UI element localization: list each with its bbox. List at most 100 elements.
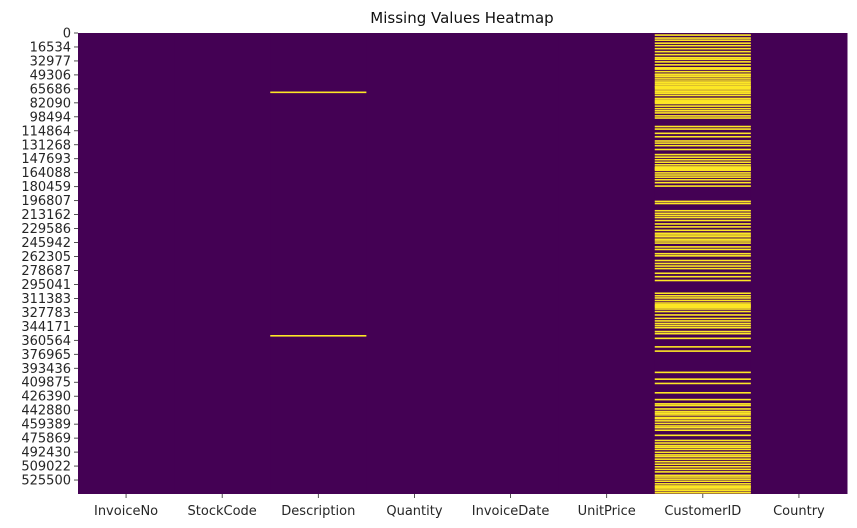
y-tick-label: 327783: [21, 306, 71, 321]
missing-value-mark: [654, 458, 751, 460]
missing-value-mark: [654, 255, 751, 257]
x-tick-label: InvoiceDate: [472, 504, 550, 519]
missing-value-mark: [654, 158, 751, 161]
y-tick-label: 295041: [21, 278, 71, 293]
missing-value-mark: [654, 64, 751, 66]
missing-value-mark: [654, 466, 751, 468]
y-tick-label: 376965: [21, 348, 71, 363]
missing-value-mark: [654, 90, 751, 93]
missing-value-mark: [654, 42, 751, 44]
missing-value-mark: [654, 128, 751, 130]
missing-value-mark: [654, 242, 751, 244]
y-tick-label: 213162: [21, 208, 71, 223]
heatmap-column-unitprice: [558, 33, 656, 494]
missing-value-mark: [654, 56, 751, 59]
y-tick-label: 311383: [21, 292, 71, 307]
y-tick-label: 147693: [21, 152, 71, 167]
missing-value-mark: [654, 142, 751, 144]
missing-value-mark: [654, 246, 751, 248]
missing-value-mark: [654, 463, 751, 466]
y-tick-label: 229586: [21, 222, 71, 237]
missing-value-mark: [654, 232, 751, 235]
missing-value-mark: [654, 297, 751, 299]
missing-value-mark: [654, 172, 751, 174]
x-tick-label: CustomerID: [664, 504, 741, 519]
missing-value-mark: [654, 92, 751, 95]
x-tick-label: Description: [281, 504, 355, 519]
y-tick-label: 32977: [30, 54, 71, 69]
missing-value-mark: [654, 434, 751, 437]
heatmap-column-country: [750, 33, 848, 494]
missing-value-mark: [654, 478, 751, 480]
missing-value-mark: [654, 85, 751, 87]
heatmap-column-invoiceno: [78, 33, 175, 494]
missing-value-mark: [654, 408, 751, 410]
missing-value-mark: [654, 39, 751, 41]
missing-value-mark: [654, 295, 751, 297]
missing-value-mark: [654, 488, 751, 490]
missing-value-mark: [654, 259, 751, 262]
y-tick-label: 180459: [21, 180, 71, 195]
missing-value-mark: [654, 382, 751, 385]
missing-value-mark: [654, 174, 751, 176]
missing-value-mark: [654, 314, 751, 316]
missing-value-mark: [654, 371, 751, 374]
y-tick-label: 492430: [21, 446, 71, 461]
y-tick-label: 164088: [21, 166, 71, 181]
y-tick-label: 278687: [21, 264, 71, 279]
y-tick-label: 393436: [21, 362, 71, 377]
missing-value-mark: [654, 161, 751, 164]
heatmap-column-quantity: [366, 33, 463, 494]
missing-value-mark: [654, 125, 751, 128]
missing-value-mark: [654, 426, 751, 429]
missing-value-mark: [654, 117, 751, 119]
missing-value-mark: [654, 262, 751, 265]
missing-value-mark: [654, 460, 751, 463]
x-tick-label: StockCode: [188, 504, 257, 519]
missing-value-mark: [654, 322, 751, 325]
y-tick-label: 65686: [30, 82, 71, 97]
heatmap-column-invoicedate: [462, 33, 560, 494]
missing-value-mark: [654, 480, 751, 483]
missing-value-mark: [654, 87, 751, 90]
missing-value-mark: [654, 446, 751, 449]
missing-value-mark: [654, 132, 751, 135]
missing-value-mark: [654, 491, 751, 494]
missing-value-mark: [654, 214, 751, 217]
missing-value-mark: [654, 101, 751, 104]
missing-value-mark: [654, 102, 751, 105]
missing-value-mark: [654, 489, 751, 492]
missing-value-mark: [654, 486, 751, 489]
y-tick-label: 409875: [21, 376, 71, 391]
missing-value-mark: [654, 302, 751, 304]
missing-value-mark: [654, 178, 751, 181]
missing-value-mark: [654, 166, 751, 168]
missing-value-mark: [654, 61, 751, 63]
missing-value-mark: [654, 167, 751, 170]
missing-value-mark: [654, 410, 751, 413]
missing-value-mark: [654, 99, 751, 101]
missing-value-mark: [654, 350, 751, 352]
missing-value-mark: [654, 474, 751, 477]
missing-value-mark: [654, 310, 751, 313]
missing-value-mark: [654, 83, 751, 86]
missing-value-mark: [654, 53, 751, 56]
missing-value-mark: [654, 305, 751, 307]
y-tick-label: 0: [63, 27, 71, 42]
missing-value-mark: [654, 324, 751, 327]
x-tick-label: Country: [773, 504, 825, 519]
missing-value-mark: [654, 105, 751, 107]
y-tick-label: 426390: [21, 390, 71, 405]
y-tick-label: 459389: [21, 418, 71, 433]
missing-value-mark: [654, 109, 751, 112]
missing-value-mark: [654, 420, 751, 422]
missing-value-mark: [654, 140, 751, 142]
missing-value-mark: [654, 70, 751, 73]
missing-value-mark: [654, 80, 751, 82]
missing-value-mark: [654, 47, 751, 50]
y-tick-label: 131268: [21, 138, 71, 153]
heatmap-column-stockcode: [174, 33, 271, 494]
missing-value-mark: [654, 429, 751, 432]
x-axis: InvoiceNo StockCode Description Quantity Inv…: [94, 494, 825, 519]
missing-value-mark: [654, 320, 751, 322]
